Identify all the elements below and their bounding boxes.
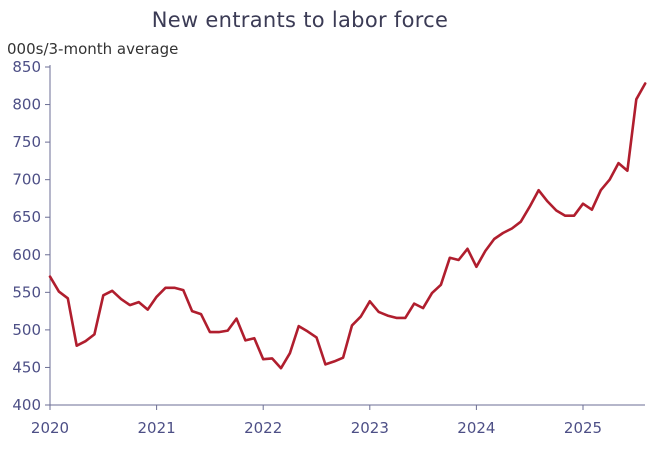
series-group [48,82,647,370]
y-tick-label: 500 [12,321,41,339]
y-axis-label: 000s/3-month average [7,40,179,58]
x-tick-label: 2024 [457,419,495,437]
y-tick-label: 600 [12,246,41,264]
x-tick-label: 2020 [31,419,69,437]
chart-title: New entrants to labor force [151,8,449,32]
y-tick-label: 550 [12,283,41,301]
y-axis-ticks: 400 450 500 550 600 650 700 750 800 850 [12,58,50,414]
y-tick-label: 650 [12,208,41,226]
y-tick-label: 700 [12,171,41,189]
series-line [48,82,647,370]
y-tick-label: 800 [12,96,41,114]
y-tick-label: 850 [12,58,41,76]
y-tick-label: 750 [12,133,41,151]
x-tick-label: 2023 [351,419,389,437]
x-axis-ticks: 2020 2021 2022 2023 2024 2025 [31,405,602,437]
x-tick-label: 2025 [564,419,602,437]
x-tick-label: 2022 [244,419,282,437]
x-tick-label: 2021 [138,419,176,437]
y-tick-label: 450 [12,358,41,376]
y-tick-label: 400 [12,396,41,414]
